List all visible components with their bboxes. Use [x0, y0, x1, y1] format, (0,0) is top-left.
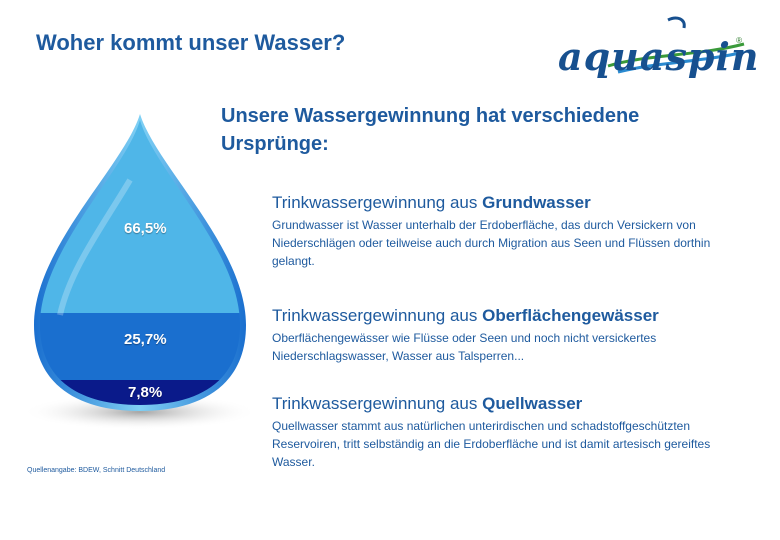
page-title: Woher kommt unser Wasser? — [36, 30, 346, 55]
section-body: Quellwasser stammt aus natürlichen unter… — [272, 419, 711, 469]
subtitle: Unsere Wassergewinnung hat verschiedene … — [221, 105, 640, 155]
section-grundwasser: Trinkwassergewinnung aus Grundwasser Gru… — [272, 192, 742, 270]
segment-label-oberflaechengewaesser: 25,7% — [124, 331, 167, 348]
aquaspin-logo: aquaspin ® — [548, 14, 758, 84]
heading-prefix: Trinkwassergewinnung aus — [272, 394, 483, 413]
heading-keyword: Grundwasser — [482, 193, 591, 212]
heading-prefix: Trinkwassergewinnung aus — [272, 193, 483, 212]
segment-label-quellwasser: 7,8% — [128, 384, 163, 401]
logo-text: aquaspin — [558, 34, 760, 79]
drop-shadow — [22, 394, 258, 430]
segment-grundwasser — [40, 120, 240, 313]
section-oberflaechengewaesser: Trinkwassergewinnung aus Oberflächengewä… — [272, 305, 742, 365]
section-body: Grundwasser ist Wasser unterhalb der Erd… — [272, 218, 711, 268]
drop-highlight — [57, 178, 133, 316]
heading-keyword: Oberflächengewässer — [482, 306, 659, 325]
logo-swoosh-icon — [607, 16, 745, 74]
section-heading: Trinkwassergewinnung aus Grundwasser — [272, 192, 742, 214]
segment-label-grundwasser: 66,5% — [124, 220, 167, 237]
section-body: Oberflächengewässer wie Flüsse oder Seen… — [272, 331, 657, 363]
section-heading: Trinkwassergewinnung aus Quellwasser — [272, 393, 742, 415]
segment-oberflaechengewaesser — [40, 313, 240, 380]
water-drop-chart: 66,5% 25,7% 7,8% — [0, 100, 280, 480]
section-quellwasser: Trinkwassergewinnung aus Quellwasser Que… — [272, 393, 742, 471]
source-note: Quellenangabe: BDEW, Schnitt Deutschland — [27, 467, 166, 474]
logo-registered-mark: ® — [736, 36, 742, 45]
heading-keyword: Quellwasser — [482, 394, 583, 413]
heading-prefix: Trinkwassergewinnung aus — [272, 306, 483, 325]
section-heading: Trinkwassergewinnung aus Oberflächengewä… — [272, 305, 742, 327]
